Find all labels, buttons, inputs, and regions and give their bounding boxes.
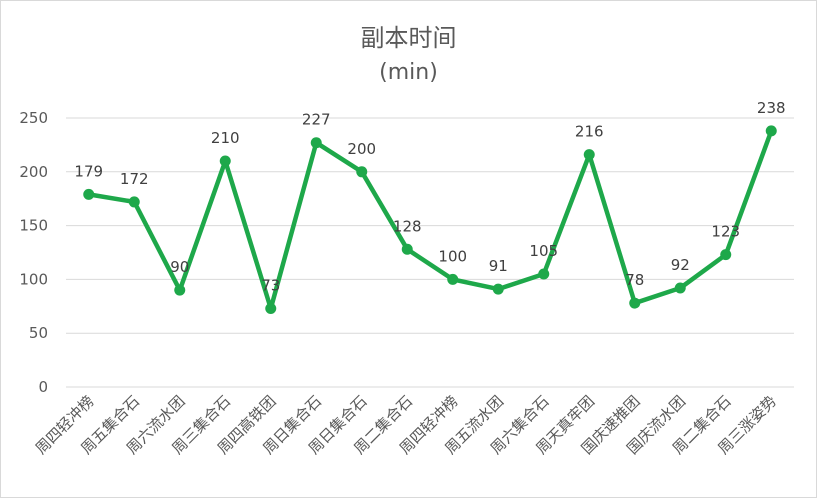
data-label: 105 [529, 242, 558, 260]
data-point [310, 137, 322, 149]
data-point [174, 284, 186, 296]
y-tick-label: 150 [19, 217, 48, 235]
data-point [356, 166, 368, 178]
data-point [629, 297, 641, 309]
data-label: 200 [347, 140, 376, 158]
data-point [265, 302, 277, 314]
y-tick-label: 100 [19, 270, 48, 288]
data-label: 216 [575, 123, 604, 141]
data-label: 123 [711, 223, 740, 241]
data-label: 90 [170, 258, 189, 276]
series-line [88, 130, 774, 311]
data-label: 238 [757, 99, 786, 117]
data-point [538, 268, 550, 280]
data-point [492, 283, 504, 295]
chart-subtitle: (min) [379, 60, 438, 85]
data-label: 172 [120, 170, 149, 188]
data-point [83, 188, 95, 200]
data-point [583, 149, 595, 161]
y-tick-label: 250 [19, 109, 48, 127]
data-point [219, 155, 231, 167]
data-label: 128 [393, 217, 422, 235]
y-tick-label: 50 [29, 324, 48, 342]
data-label: 210 [211, 129, 240, 147]
data-label: 227 [302, 111, 331, 129]
data-point [765, 125, 777, 137]
chart-title: 副本时间 [360, 24, 457, 52]
data-point [447, 273, 459, 285]
data-point [401, 243, 413, 255]
data-label: 92 [671, 256, 690, 274]
data-label: 78 [625, 271, 644, 289]
data-point [128, 196, 140, 208]
y-tick-label: 200 [19, 163, 48, 181]
data-label: 100 [438, 247, 467, 265]
data-point [720, 249, 732, 261]
data-label: 73 [261, 276, 280, 294]
data-point [674, 282, 686, 294]
data-label: 91 [489, 257, 508, 275]
y-tick-label: 0 [38, 378, 48, 396]
data-label: 179 [74, 162, 103, 180]
